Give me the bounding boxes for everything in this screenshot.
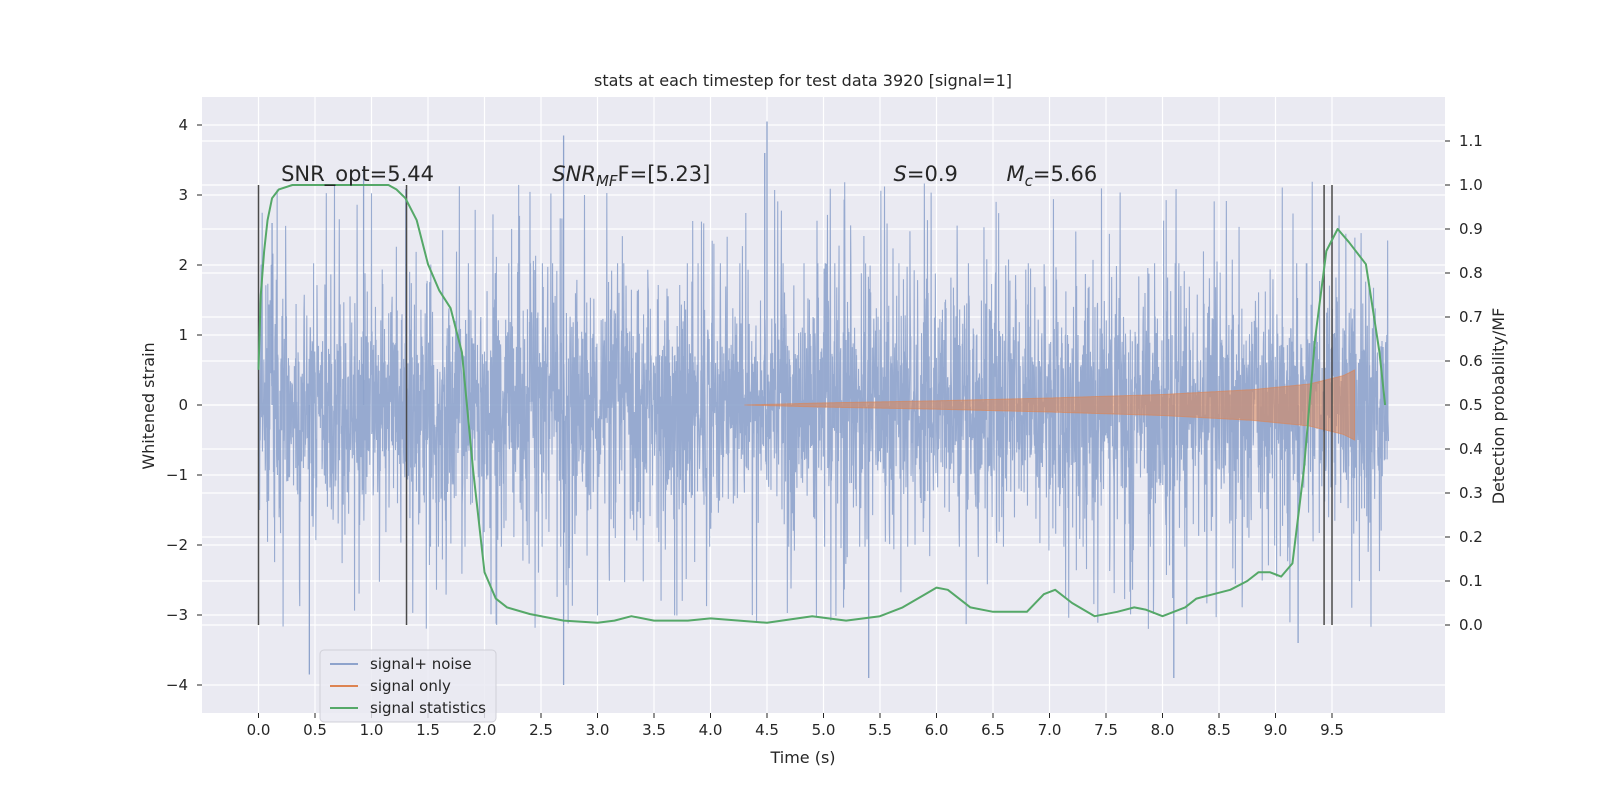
x-tick-label-3: 1.5: [416, 721, 440, 739]
y-left-axis-ticks: −4 −3 −2 −1 0 1 2 3 4: [166, 116, 202, 694]
x-tick-label-10: 5.0: [812, 721, 836, 739]
legend-label-signal-only: signal only: [370, 677, 451, 695]
noise-trace: [257, 181, 1390, 629]
legend: signal+ noise signal only signal statist…: [319, 649, 497, 723]
x-tick-label-5: 2.5: [529, 721, 553, 739]
x-tick-label-17: 8.5: [1207, 721, 1231, 739]
yl-tick-label-6: 2: [178, 256, 188, 274]
yr-tick-label-10: 1.0: [1459, 176, 1483, 194]
x-tick-label-18: 9.0: [1264, 721, 1288, 739]
yl-tick-label-5: 1: [178, 326, 188, 344]
signal-statistics-series: [257, 184, 1387, 624]
x-tick-label-0: 0.0: [247, 721, 271, 739]
yl-tick-label-1: −3: [166, 606, 188, 624]
yr-tick-label-9: 0.9: [1459, 220, 1483, 238]
vertical-markers: [257, 185, 1333, 625]
yr-tick-label-8: 0.8: [1459, 264, 1483, 282]
yr-tick-label-4: 0.4: [1459, 440, 1483, 458]
x-tick-label-12: 6.0: [925, 721, 949, 739]
signal-plus-noise-series: [257, 121, 1390, 685]
annotations: SNR_opt=5.44 SNRMFF=[5.23] S=0.9 Mc=5.66: [281, 162, 1097, 190]
y-right-axis-ticks: 0.0 0.1 0.2 0.3 0.4 0.5 0.6 0.7 0.8 0.9 1.0 1.1: [1445, 132, 1483, 634]
yl-tick-label-2: −2: [166, 536, 188, 554]
x-tick-label-1: 0.5: [303, 721, 327, 739]
annotation-1: SNRMFF=[5.23]: [552, 162, 710, 190]
x-axis-ticks: 0.0 0.5 1.0 1.5 2.0 2.5 3.0 3.5 4.0 4.5 5.0 5.5 6.0 6…: [247, 713, 1344, 739]
legend-label-signal-statistics: signal statistics: [370, 699, 486, 717]
yr-tick-label-0: 0.0: [1459, 616, 1483, 634]
yl-tick-label-0: −4: [166, 676, 188, 694]
x-tick-label-19: 9.5: [1320, 721, 1344, 739]
yr-tick-label-3: 0.3: [1459, 484, 1483, 502]
x-tick-label-6: 3.0: [586, 721, 610, 739]
yl-tick-label-7: 3: [178, 186, 188, 204]
yr-tick-label-5: 0.5: [1459, 396, 1483, 414]
statistics-line: [257, 184, 1387, 624]
x-axis-label: Time (s): [769, 748, 835, 767]
x-tick-label-11: 5.5: [868, 721, 892, 739]
x-tick-label-9: 4.5: [755, 721, 779, 739]
x-tick-label-7: 3.5: [642, 721, 666, 739]
yr-tick-label-2: 0.2: [1459, 528, 1483, 546]
annotation-3: Mc=5.66: [1007, 162, 1098, 190]
annotation-0: SNR_opt=5.44: [281, 162, 434, 187]
x-tick-label-2: 1.0: [360, 721, 384, 739]
x-tick-label-8: 4.0: [699, 721, 723, 739]
x-tick-label-15: 7.5: [1094, 721, 1118, 739]
x-tick-label-14: 7.0: [1038, 721, 1062, 739]
chirp-envelope: [744, 369, 1356, 441]
yr-tick-label-1: 0.1: [1459, 572, 1483, 590]
yr-tick-label-11: 1.1: [1459, 132, 1483, 150]
chart-title: stats at each timestep for test data 392…: [594, 71, 1012, 90]
signal-only-series: [744, 369, 1356, 441]
yl-tick-label-4: 0: [178, 396, 188, 414]
x-tick-label-16: 8.0: [1151, 721, 1175, 739]
legend-label-signal-plus-noise: signal+ noise: [370, 655, 472, 673]
yr-tick-label-6: 0.6: [1459, 352, 1483, 370]
x-tick-label-13: 6.5: [981, 721, 1005, 739]
yl-tick-label-3: −1: [166, 466, 188, 484]
y-right-axis-label: Detection probability/MF: [1489, 308, 1508, 505]
x-tick-label-4: 2.0: [473, 721, 497, 739]
yr-tick-label-7: 0.7: [1459, 308, 1483, 326]
legend-frame: [319, 649, 497, 723]
y-left-axis-label: Whitened strain: [139, 342, 158, 469]
yl-tick-label-8: 4: [178, 116, 188, 134]
annotation-2: S=0.9: [894, 162, 958, 186]
